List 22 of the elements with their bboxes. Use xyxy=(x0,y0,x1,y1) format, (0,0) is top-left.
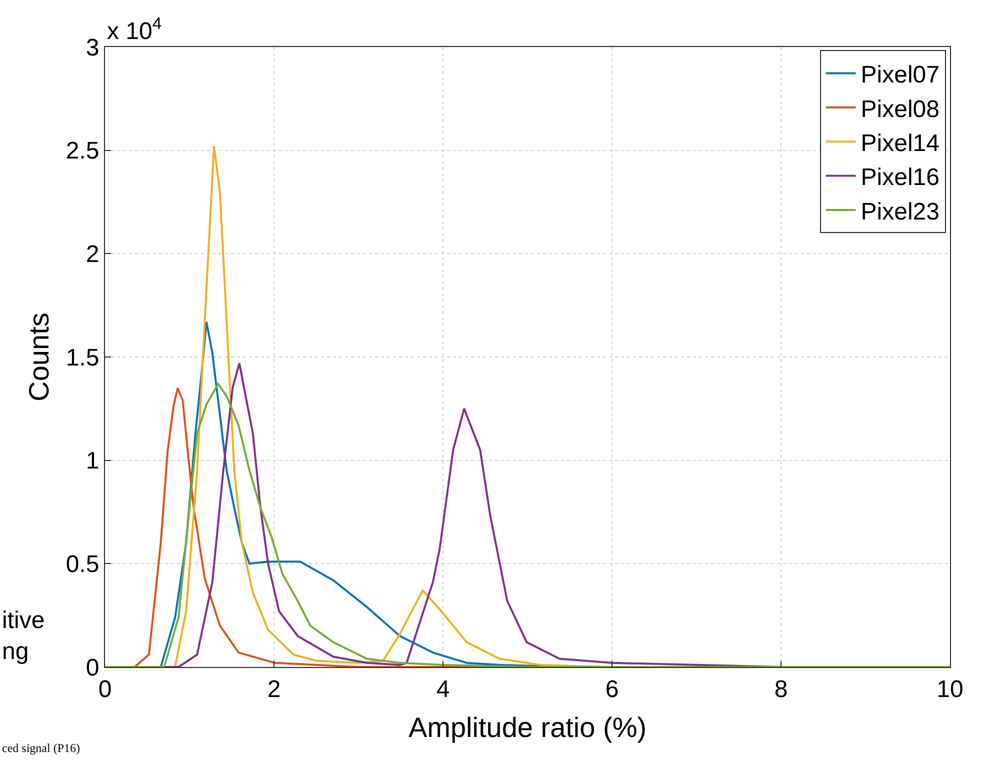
y-tick-label: 1.5 xyxy=(66,344,100,372)
x-tick-label: 4 xyxy=(436,676,450,703)
y-tick-label: 2 xyxy=(86,241,100,268)
legend-label: Pixel14 xyxy=(860,130,940,157)
legend-label: Pixel07 xyxy=(860,62,940,89)
y-tick-label: 1 xyxy=(86,448,100,475)
x-axis-title: Amplitude ratio (%) xyxy=(408,712,647,743)
y-tick-label: 2.5 xyxy=(66,138,100,165)
x-tick-label: 2 xyxy=(267,676,281,703)
x-tick-label: 6 xyxy=(605,676,619,703)
legend-label: Pixel23 xyxy=(860,198,940,226)
y-axis-title: Counts xyxy=(24,312,55,402)
text: ced signal (P16) xyxy=(2,741,80,755)
x-tick-label: 10 xyxy=(936,676,964,703)
legend-label: Pixel08 xyxy=(860,96,940,123)
text: x 10$^{4}$ xyxy=(107,14,162,46)
y-tick-label: 0 xyxy=(86,654,100,682)
x-tick-label: 8 xyxy=(774,676,788,703)
legend-label: Pixel16 xyxy=(860,164,940,192)
y-tick-label: 3 xyxy=(86,34,100,62)
text: itive ng xyxy=(2,607,45,666)
y-tick-label: 0.5 xyxy=(66,551,100,578)
